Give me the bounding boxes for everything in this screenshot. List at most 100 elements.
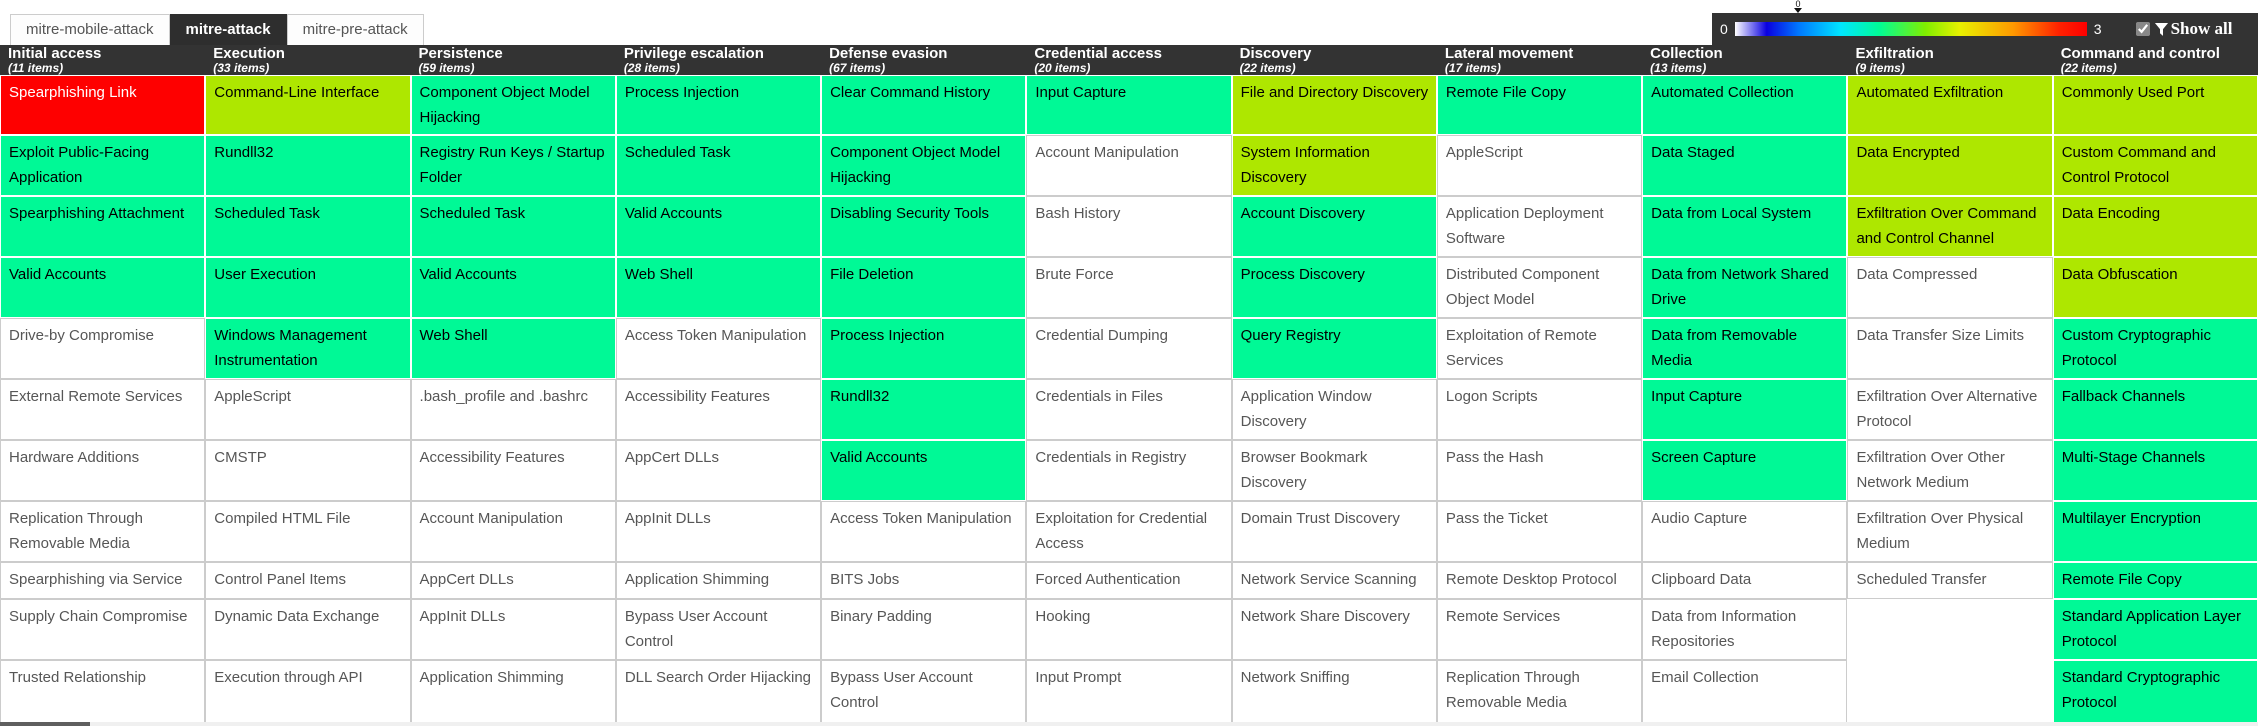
technique-cell[interactable]: Spearphishing via Service: [0, 562, 206, 599]
technique-cell[interactable]: Compiled HTML File: [205, 501, 411, 562]
technique-cell[interactable]: Replication Through Removable Media: [1436, 660, 1643, 726]
technique-cell[interactable]: Data Encrypted: [1847, 135, 2053, 196]
technique-cell[interactable]: Binary Padding: [821, 599, 1027, 660]
tactic-header-credential-access[interactable]: Credential access (20 items): [1026, 45, 1232, 75]
technique-cell[interactable]: System Information Discovery: [1231, 135, 1437, 196]
technique-cell[interactable]: Exfiltration Over Command and Control Ch…: [1847, 196, 2053, 257]
technique-cell[interactable]: Network Service Scanning: [1231, 562, 1437, 599]
technique-cell[interactable]: Browser Bookmark Discovery: [1231, 440, 1437, 501]
technique-cell[interactable]: Bypass User Account Control: [821, 660, 1027, 726]
technique-cell[interactable]: Data Encoding: [2052, 196, 2258, 257]
technique-cell[interactable]: Valid Accounts: [0, 257, 206, 318]
horizontal-scrollbar-thumb[interactable]: [0, 722, 90, 726]
technique-cell[interactable]: Process Injection: [821, 318, 1027, 379]
technique-cell[interactable]: Accessibility Features: [615, 379, 822, 440]
technique-cell[interactable]: Application Deployment Software: [1436, 196, 1643, 257]
technique-cell[interactable]: Scheduled Task: [205, 196, 411, 257]
technique-cell[interactable]: Data from Information Repositories: [1642, 599, 1848, 660]
technique-cell[interactable]: Control Panel Items: [205, 562, 411, 599]
technique-cell[interactable]: Process Injection: [615, 75, 822, 135]
technique-cell[interactable]: Exploit Public-Facing Application: [0, 135, 206, 196]
technique-cell[interactable]: Commonly Used Port: [2052, 75, 2258, 135]
technique-cell[interactable]: Data from Removable Media: [1642, 318, 1848, 379]
technique-cell[interactable]: Remote Desktop Protocol: [1436, 562, 1643, 599]
technique-cell[interactable]: Custom Cryptographic Protocol: [2052, 318, 2258, 379]
technique-cell[interactable]: Email Collection: [1642, 660, 1848, 726]
technique-cell[interactable]: AppleScript: [205, 379, 411, 440]
show-all-label[interactable]: Show all: [2170, 19, 2233, 38]
tactic-header-collection[interactable]: Collection (13 items): [1642, 45, 1848, 75]
technique-cell[interactable]: Fallback Channels: [2052, 379, 2258, 440]
technique-cell[interactable]: Accessibility Features: [410, 440, 616, 501]
technique-cell[interactable]: File and Directory Discovery: [1231, 75, 1437, 135]
technique-cell[interactable]: Exploitation for Credential Access: [1026, 501, 1232, 562]
technique-cell[interactable]: Data Transfer Size Limits: [1847, 318, 2053, 379]
technique-cell[interactable]: Exfiltration Over Other Network Medium: [1847, 440, 2053, 501]
technique-cell[interactable]: Audio Capture: [1642, 501, 1848, 562]
tactic-header-persistence[interactable]: Persistence (59 items): [410, 45, 616, 75]
technique-cell[interactable]: Input Capture: [1642, 379, 1848, 440]
technique-cell[interactable]: Application Shimming: [615, 562, 822, 599]
technique-cell[interactable]: Screen Capture: [1642, 440, 1848, 501]
technique-cell[interactable]: Supply Chain Compromise: [0, 599, 206, 660]
technique-cell[interactable]: Execution through API: [205, 660, 411, 726]
technique-cell[interactable]: Multi-Stage Channels: [2052, 440, 2258, 501]
technique-cell[interactable]: Web Shell: [410, 318, 616, 379]
color-gradient-bar[interactable]: [1734, 22, 2087, 36]
horizontal-scrollbar[interactable]: [0, 722, 2258, 726]
tactic-header-privilege-escalation[interactable]: Privilege escalation (28 items): [615, 45, 822, 75]
technique-cell[interactable]: Data Obfuscation: [2052, 257, 2258, 318]
tab-mitre-attack[interactable]: mitre-attack: [169, 14, 287, 45]
technique-cell[interactable]: Brute Force: [1026, 257, 1232, 318]
technique-cell[interactable]: Clipboard Data: [1642, 562, 1848, 599]
technique-cell[interactable]: Account Manipulation: [410, 501, 616, 562]
technique-cell[interactable]: Scheduled Task: [615, 135, 822, 196]
technique-cell[interactable]: Rundll32: [821, 379, 1027, 440]
technique-cell[interactable]: Bash History: [1026, 196, 1232, 257]
technique-cell[interactable]: Disabling Security Tools: [821, 196, 1027, 257]
technique-cell[interactable]: Data from Local System: [1642, 196, 1848, 257]
technique-cell[interactable]: AppInit DLLs: [410, 599, 616, 660]
show-all-checkbox[interactable]: [2135, 22, 2150, 36]
technique-cell[interactable]: Valid Accounts: [615, 196, 822, 257]
technique-cell[interactable]: Input Prompt: [1026, 660, 1232, 726]
technique-cell[interactable]: Web Shell: [615, 257, 822, 318]
technique-cell[interactable]: Pass the Hash: [1436, 440, 1643, 501]
technique-cell[interactable]: Process Discovery: [1231, 257, 1437, 318]
technique-cell[interactable]: Application Shimming: [410, 660, 616, 726]
technique-cell[interactable]: Account Manipulation: [1026, 135, 1232, 196]
technique-cell[interactable]: User Execution: [205, 257, 411, 318]
technique-cell[interactable]: Exfiltration Over Alternative Protocol: [1847, 379, 2053, 440]
technique-cell[interactable]: Exfiltration Over Physical Medium: [1847, 501, 2053, 562]
technique-cell[interactable]: File Deletion: [821, 257, 1027, 318]
tactic-header-execution[interactable]: Execution (33 items): [205, 45, 411, 75]
technique-cell[interactable]: AppleScript: [1436, 135, 1643, 196]
technique-cell[interactable]: Replication Through Removable Media: [0, 501, 206, 562]
technique-cell[interactable]: Exploitation of Remote Services: [1436, 318, 1643, 379]
technique-cell[interactable]: AppCert DLLs: [615, 440, 822, 501]
technique-cell[interactable]: Scheduled Transfer: [1847, 562, 2053, 599]
technique-cell[interactable]: Credential Dumping: [1026, 318, 1232, 379]
tactic-header-initial-access[interactable]: Initial access (11 items): [0, 45, 206, 75]
technique-cell[interactable]: Scheduled Task: [410, 196, 616, 257]
technique-cell[interactable]: Account Discovery: [1231, 196, 1437, 257]
technique-cell[interactable]: Network Sniffing: [1231, 660, 1437, 726]
tab-mitre-mobile-attack[interactable]: mitre-mobile-attack: [10, 14, 170, 45]
technique-cell[interactable]: AppCert DLLs: [410, 562, 616, 599]
technique-cell[interactable]: Remote File Copy: [1436, 75, 1643, 135]
technique-cell[interactable]: Access Token Manipulation: [821, 501, 1027, 562]
technique-cell[interactable]: Data Staged: [1642, 135, 1848, 196]
technique-cell[interactable]: Automated Collection: [1642, 75, 1848, 135]
technique-cell[interactable]: .bash_profile and .bashrc: [410, 379, 616, 440]
technique-cell[interactable]: Query Registry: [1231, 318, 1437, 379]
technique-cell[interactable]: Trusted Relationship: [0, 660, 206, 726]
tactic-header-defense-evasion[interactable]: Defense evasion (67 items): [821, 45, 1027, 75]
technique-cell[interactable]: Rundll32: [205, 135, 411, 196]
technique-cell[interactable]: Forced Authentication: [1026, 562, 1232, 599]
technique-cell[interactable]: BITS Jobs: [821, 562, 1027, 599]
technique-cell[interactable]: Hardware Additions: [0, 440, 206, 501]
technique-cell[interactable]: DLL Search Order Hijacking: [615, 660, 822, 726]
technique-cell[interactable]: Data from Network Shared Drive: [1642, 257, 1848, 318]
technique-cell[interactable]: Credentials in Registry: [1026, 440, 1232, 501]
tactic-header-lateral-movement[interactable]: Lateral movement (17 items): [1436, 45, 1643, 75]
